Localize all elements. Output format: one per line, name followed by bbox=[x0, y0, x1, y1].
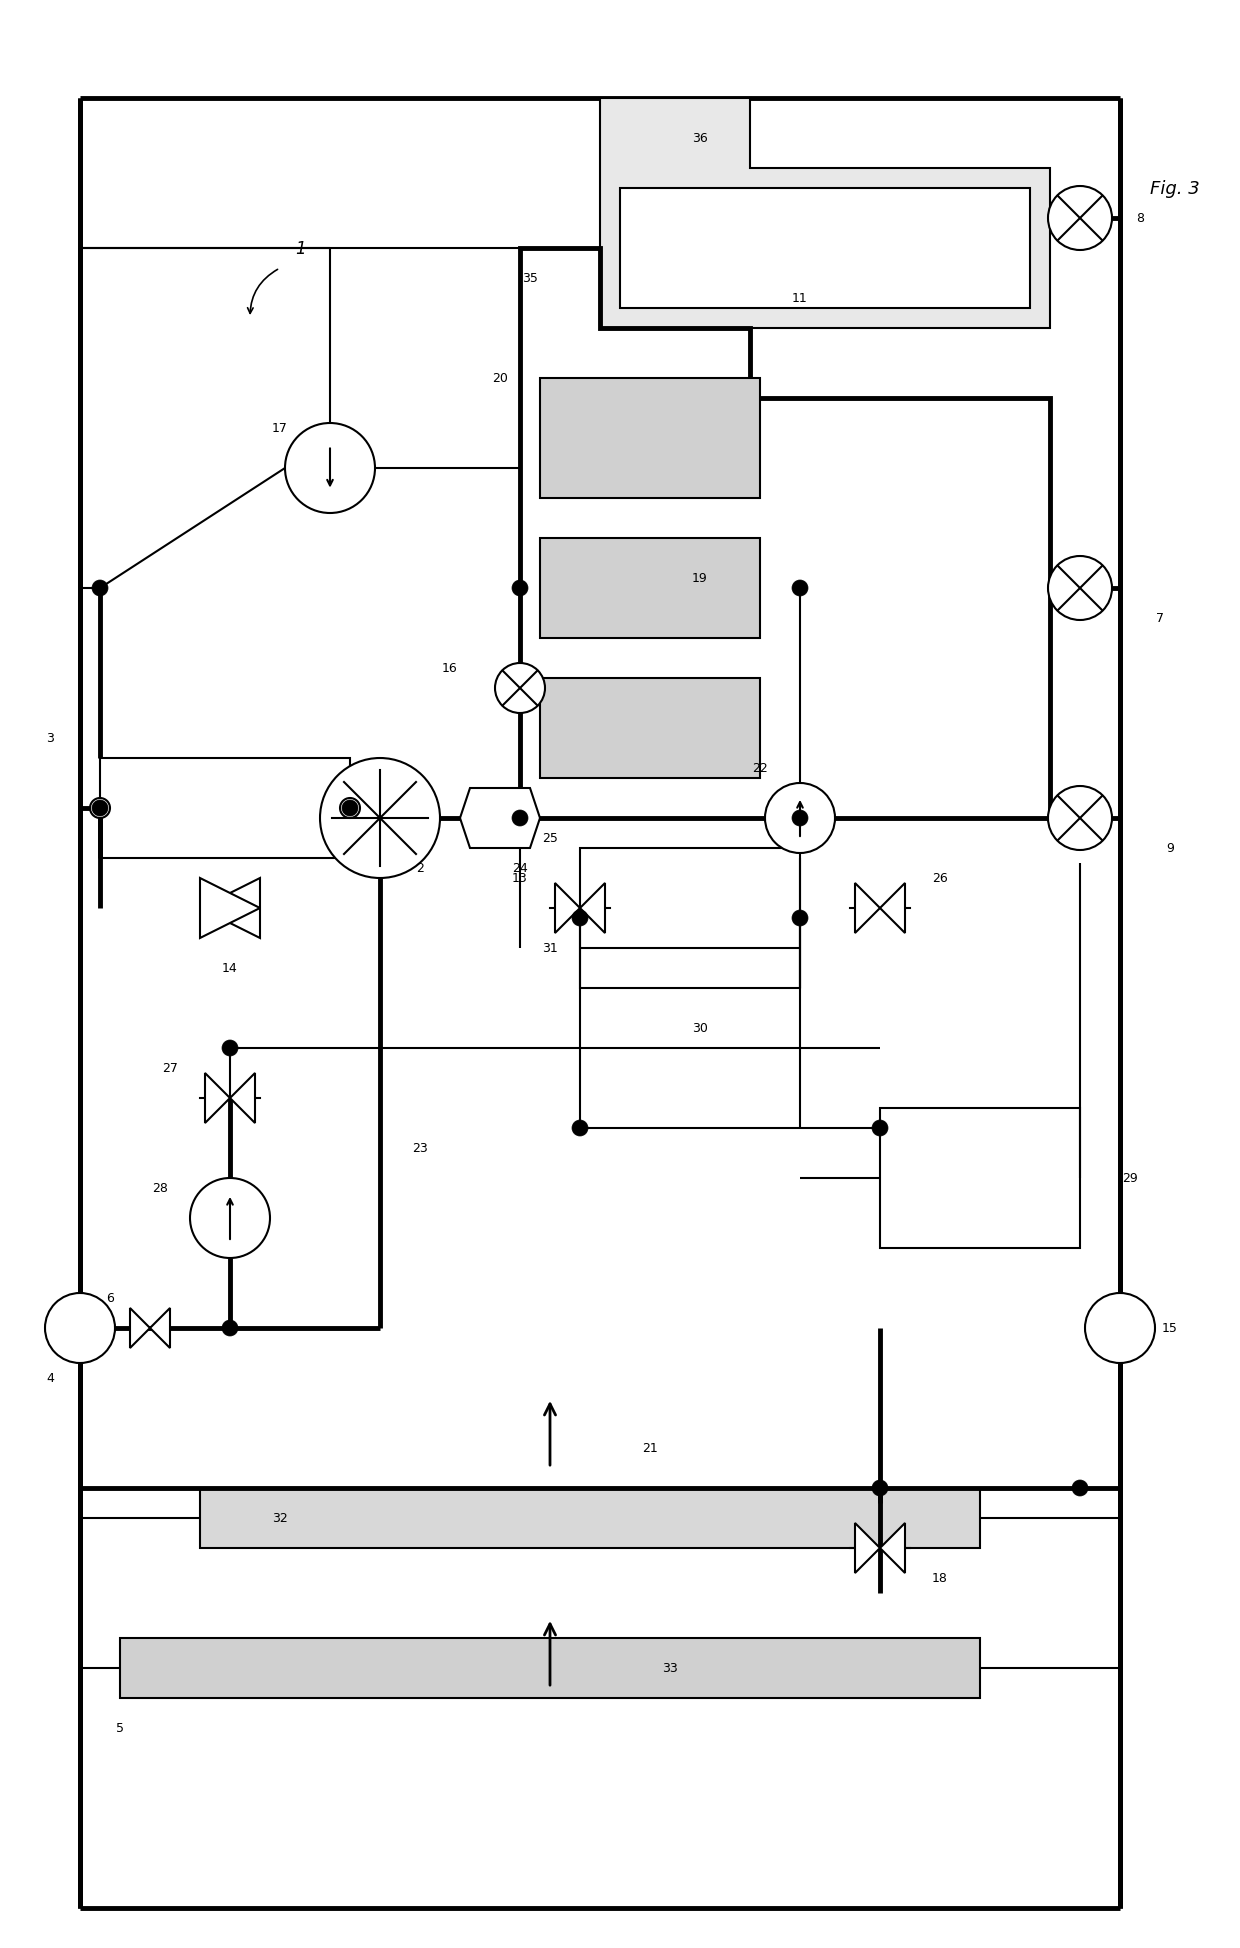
Circle shape bbox=[765, 783, 835, 853]
Bar bbox=[539, 540, 760, 639]
Circle shape bbox=[872, 1480, 888, 1496]
Circle shape bbox=[512, 810, 528, 826]
Bar bbox=[120, 1638, 980, 1699]
Text: 32: 32 bbox=[272, 1512, 288, 1525]
Text: 17: 17 bbox=[272, 423, 288, 434]
Polygon shape bbox=[200, 879, 260, 939]
Text: 33: 33 bbox=[662, 1662, 678, 1675]
Polygon shape bbox=[460, 789, 539, 849]
Text: 9: 9 bbox=[1166, 842, 1174, 855]
Polygon shape bbox=[580, 884, 605, 933]
Circle shape bbox=[572, 1120, 588, 1136]
Circle shape bbox=[92, 581, 108, 596]
Text: 5: 5 bbox=[117, 1722, 124, 1734]
Text: 1: 1 bbox=[295, 240, 305, 257]
Circle shape bbox=[1048, 187, 1112, 251]
Circle shape bbox=[512, 581, 528, 596]
Text: 31: 31 bbox=[542, 943, 558, 955]
Circle shape bbox=[340, 799, 360, 818]
Text: 20: 20 bbox=[492, 372, 508, 386]
Circle shape bbox=[572, 910, 588, 927]
Text: 30: 30 bbox=[692, 1023, 708, 1034]
Circle shape bbox=[1073, 1480, 1087, 1496]
Circle shape bbox=[222, 1040, 238, 1056]
Text: 13: 13 bbox=[512, 873, 528, 884]
Circle shape bbox=[792, 910, 808, 927]
Text: 23: 23 bbox=[412, 1142, 428, 1155]
Polygon shape bbox=[600, 99, 1050, 329]
Bar bbox=[580, 849, 800, 988]
Circle shape bbox=[320, 758, 440, 879]
Text: 4: 4 bbox=[46, 1371, 53, 1385]
Text: 22: 22 bbox=[753, 762, 768, 775]
Text: 35: 35 bbox=[522, 273, 538, 284]
Text: 8: 8 bbox=[1136, 212, 1145, 226]
Circle shape bbox=[342, 801, 358, 816]
Polygon shape bbox=[205, 1073, 229, 1124]
Circle shape bbox=[1085, 1293, 1154, 1364]
Text: 7: 7 bbox=[1156, 612, 1164, 625]
Bar bbox=[539, 678, 760, 779]
Text: 2: 2 bbox=[417, 863, 424, 875]
Text: 15: 15 bbox=[1162, 1323, 1178, 1334]
Polygon shape bbox=[880, 884, 905, 933]
Text: 28: 28 bbox=[153, 1182, 167, 1194]
Circle shape bbox=[872, 1120, 888, 1136]
Circle shape bbox=[92, 801, 108, 816]
Circle shape bbox=[1048, 557, 1112, 621]
Circle shape bbox=[792, 581, 808, 596]
Polygon shape bbox=[856, 884, 880, 933]
Circle shape bbox=[792, 810, 808, 826]
Polygon shape bbox=[556, 884, 580, 933]
Circle shape bbox=[190, 1179, 270, 1258]
Text: 3: 3 bbox=[46, 732, 53, 746]
Polygon shape bbox=[200, 879, 260, 939]
Text: 27: 27 bbox=[162, 1062, 177, 1075]
Polygon shape bbox=[856, 1523, 880, 1574]
Polygon shape bbox=[620, 189, 1030, 310]
Circle shape bbox=[91, 799, 110, 818]
Text: 36: 36 bbox=[692, 132, 708, 146]
Text: 6: 6 bbox=[107, 1292, 114, 1305]
Circle shape bbox=[222, 1321, 238, 1336]
Circle shape bbox=[495, 664, 546, 713]
Text: 18: 18 bbox=[932, 1572, 947, 1584]
Text: 19: 19 bbox=[692, 573, 708, 584]
Text: 14: 14 bbox=[222, 962, 238, 976]
Circle shape bbox=[1048, 787, 1112, 851]
Text: 24: 24 bbox=[512, 863, 528, 875]
Text: 25: 25 bbox=[542, 832, 558, 845]
Bar bbox=[880, 1108, 1080, 1249]
Circle shape bbox=[285, 425, 374, 514]
Polygon shape bbox=[130, 1309, 150, 1348]
Polygon shape bbox=[150, 1309, 170, 1348]
Text: 11: 11 bbox=[792, 292, 808, 306]
Bar bbox=[100, 758, 350, 859]
Text: 26: 26 bbox=[932, 873, 947, 884]
Polygon shape bbox=[880, 1523, 905, 1574]
Circle shape bbox=[45, 1293, 115, 1364]
Text: Fig. 3: Fig. 3 bbox=[1151, 179, 1200, 199]
Bar bbox=[200, 1488, 980, 1549]
Polygon shape bbox=[229, 1073, 255, 1124]
Text: 29: 29 bbox=[1122, 1173, 1138, 1184]
Text: 16: 16 bbox=[443, 662, 458, 676]
Text: 21: 21 bbox=[642, 1442, 658, 1455]
Bar bbox=[539, 378, 760, 499]
